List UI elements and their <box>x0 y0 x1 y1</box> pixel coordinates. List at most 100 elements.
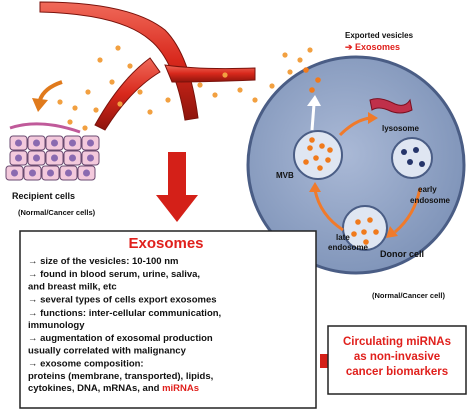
particle <box>115 45 121 51</box>
nucleus <box>29 169 36 177</box>
result-line: Circulating miRNAs <box>343 336 451 348</box>
late-endosome-label: endosome <box>328 243 369 252</box>
exit-arrow-head <box>307 95 321 106</box>
vesicle <box>309 137 315 143</box>
recipient-label: Recipient cells <box>12 191 75 201</box>
nucleus <box>65 169 72 177</box>
info-line: → exosome composition: <box>28 359 144 370</box>
vesicle <box>309 87 315 93</box>
info-line: immunology <box>28 320 85 331</box>
nucleus <box>69 139 76 147</box>
blood-vessel <box>39 1 256 131</box>
transfer-arrow <box>38 80 63 101</box>
mvb-label: MVB <box>276 171 294 180</box>
info-box <box>19 230 317 409</box>
vesicle <box>303 159 309 165</box>
vesicle <box>325 157 331 163</box>
particle <box>269 83 275 89</box>
vesicle <box>355 219 361 225</box>
vesicle <box>413 147 419 153</box>
early-endosome-label: early <box>418 185 437 194</box>
particle <box>67 119 73 125</box>
nucleus <box>83 169 90 177</box>
particle <box>127 63 133 69</box>
particle <box>97 57 103 63</box>
info-line: proteins (membrane, transported), lipids… <box>28 371 213 382</box>
result-line: as non-invasive <box>354 351 440 363</box>
particle <box>109 79 115 85</box>
vesicle <box>307 145 313 151</box>
particle <box>237 87 243 93</box>
exit-arrow <box>310 103 316 131</box>
vesicle-dots <box>303 67 425 245</box>
transfer-arrow-head <box>32 98 48 112</box>
particle <box>282 52 288 58</box>
vesicle <box>373 229 379 235</box>
particle <box>93 107 99 113</box>
result-line: cancer biomarkers <box>346 366 448 378</box>
early-endosome-label: endosome <box>410 196 451 205</box>
vesicle <box>363 239 369 245</box>
vesicle <box>401 149 407 155</box>
migrating-cell <box>9 122 81 134</box>
particle <box>197 82 203 88</box>
result-box <box>327 325 467 395</box>
exported-label: Exported vesicles <box>345 31 414 40</box>
info-line: → found in blood serum, urine, saliva, <box>28 269 200 280</box>
vesicle <box>313 155 319 161</box>
particle <box>222 72 228 78</box>
info-items: → size of the vesicles: 10-100 nm → found… <box>28 256 221 394</box>
nucleus <box>47 169 54 177</box>
lysosome-label: lysosome <box>382 124 419 133</box>
result-text: Circulating miRNAs as non-invasive cancer … <box>343 336 451 378</box>
highlight: miRNAs <box>162 383 199 394</box>
nucleus <box>11 169 18 177</box>
info-line: → augmentation of exosomal production <box>28 333 213 344</box>
info-line: cytokines, DNA, mRNAs, and miRNAs <box>28 383 199 394</box>
nucleus <box>33 139 40 147</box>
donor-type-label: (Normal/Cancer cell) <box>372 291 445 300</box>
particle <box>307 47 313 53</box>
vesicle <box>319 143 325 149</box>
pathway-arrows <box>313 116 422 234</box>
particle <box>72 105 78 111</box>
vesicle <box>303 67 309 73</box>
info-line: → functions: inter-cellular communicatio… <box>28 308 221 319</box>
info-title: Exosomes <box>128 235 203 252</box>
recipient-type-label: (Normal/Cancer cells) <box>18 208 96 217</box>
mvb <box>293 130 343 180</box>
recipient-cells <box>5 135 100 181</box>
nucleus <box>87 154 94 162</box>
vesicle <box>361 229 367 235</box>
down-arrow <box>156 152 198 222</box>
nucleus <box>51 139 58 147</box>
nucleus <box>51 154 58 162</box>
info-line: and breast milk, etc <box>28 281 117 292</box>
particle <box>287 69 293 75</box>
info-line: usually correlated with malignancy <box>28 345 187 356</box>
info-line: → size of the vesicles: 10-100 nm <box>28 256 178 267</box>
nucleus <box>87 139 94 147</box>
late-endosome-label: late <box>336 233 350 242</box>
lysosome <box>369 98 413 114</box>
nucleus <box>15 154 22 162</box>
vesicle <box>351 231 357 237</box>
vesicle <box>317 165 323 171</box>
particle <box>117 101 123 107</box>
particle <box>147 109 153 115</box>
nucleus <box>69 154 76 162</box>
vesicle <box>367 217 373 223</box>
particle <box>85 89 91 95</box>
pathway-arrow-heads <box>309 112 398 238</box>
particle <box>57 99 63 105</box>
early-endosome <box>391 137 433 179</box>
vesicle <box>419 161 425 167</box>
vesicle <box>315 77 321 83</box>
donor-label: Donor cell <box>380 249 424 259</box>
vesicle <box>407 159 413 165</box>
late-endosome <box>342 205 388 251</box>
particle <box>212 92 218 98</box>
info-line: → several types of cells export exosomes <box>28 295 217 306</box>
nucleus <box>33 154 40 162</box>
